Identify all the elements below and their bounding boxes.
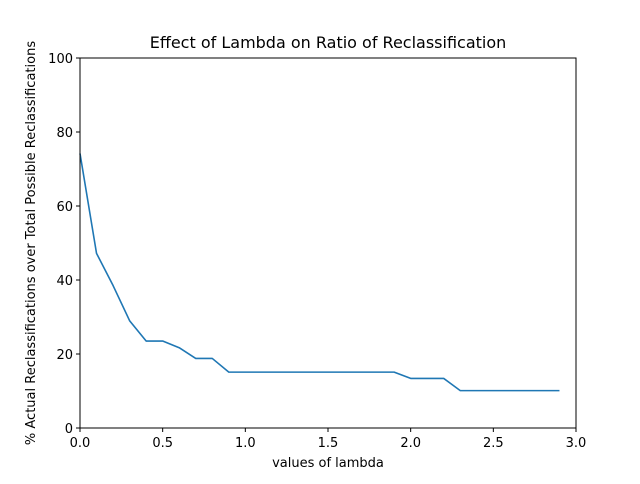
series-line [79, 153, 560, 392]
axes-frame [79, 57, 577, 429]
x-tick-label: 2.0 [400, 436, 421, 451]
x-tick-label: 0.5 [152, 436, 173, 451]
y-tick-label: 60 [56, 200, 73, 215]
x-axis-label: values of lambda [272, 456, 384, 471]
x-tick-label: 0.0 [70, 436, 91, 451]
x-tick-label: 2.5 [483, 436, 504, 451]
ticks-layer: 0.0 0.5 1.0 1.5 2.0 2.5 3.0 0 20 40 60 80 100 [48, 52, 586, 451]
x-tick-label: 1.0 [235, 436, 256, 451]
series-layer [79, 153, 560, 392]
y-tick-label: 0 [65, 422, 73, 437]
y-tick-label: 80 [56, 126, 73, 141]
chart-title: Effect of Lambda on Ratio of Reclassific… [150, 33, 507, 52]
x-tick-label: 1.5 [318, 436, 339, 451]
y-tick-label: 100 [48, 52, 73, 67]
y-tick-label: 20 [56, 348, 73, 363]
y-tick-label: 40 [56, 274, 73, 289]
y-axis-label: % Actual Reclassifications over Total Po… [24, 41, 39, 445]
x-tick-label: 3.0 [566, 436, 587, 451]
